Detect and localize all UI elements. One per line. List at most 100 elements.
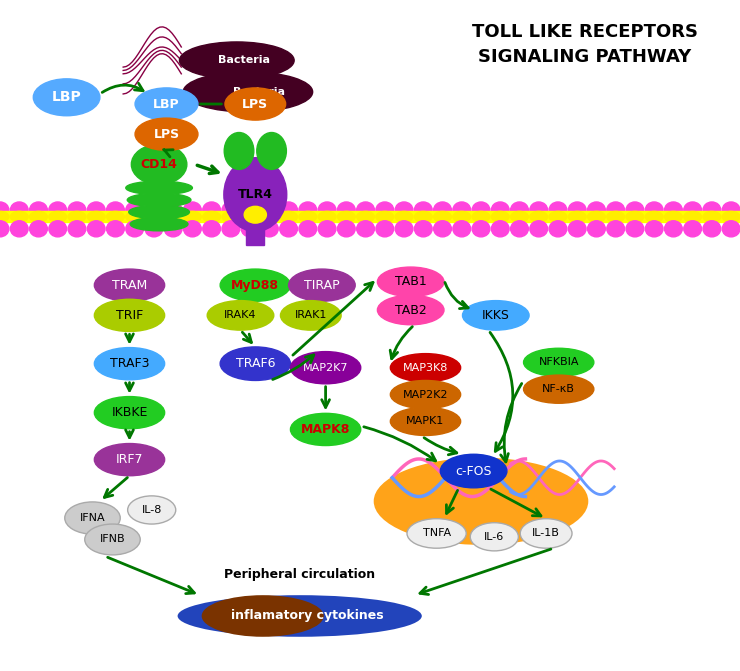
Circle shape — [568, 221, 586, 237]
Text: IL-6: IL-6 — [484, 532, 505, 541]
Circle shape — [10, 221, 28, 237]
Circle shape — [337, 202, 355, 218]
Text: TAB1: TAB1 — [395, 275, 426, 289]
Ellipse shape — [178, 595, 422, 637]
Text: Bacteria: Bacteria — [233, 87, 285, 97]
Circle shape — [472, 202, 490, 218]
Ellipse shape — [10, 211, 28, 222]
Ellipse shape — [207, 301, 274, 330]
Ellipse shape — [520, 519, 572, 548]
Circle shape — [645, 202, 663, 218]
Ellipse shape — [524, 375, 594, 403]
Circle shape — [684, 202, 702, 218]
Ellipse shape — [665, 211, 682, 222]
Ellipse shape — [472, 211, 490, 222]
Circle shape — [665, 202, 682, 218]
Ellipse shape — [289, 269, 355, 301]
Circle shape — [453, 202, 471, 218]
Ellipse shape — [203, 211, 221, 222]
Ellipse shape — [127, 496, 176, 524]
Text: IL-8: IL-8 — [141, 505, 162, 515]
Text: IL-1B: IL-1B — [532, 529, 560, 538]
Ellipse shape — [395, 211, 413, 222]
Ellipse shape — [33, 79, 100, 115]
Ellipse shape — [291, 413, 361, 446]
Ellipse shape — [184, 72, 312, 112]
Circle shape — [299, 221, 317, 237]
Ellipse shape — [30, 211, 47, 222]
Ellipse shape — [260, 211, 278, 222]
Ellipse shape — [626, 211, 644, 222]
Ellipse shape — [224, 133, 254, 170]
Ellipse shape — [222, 211, 240, 222]
Ellipse shape — [95, 299, 165, 331]
Text: IFNA: IFNA — [80, 513, 105, 523]
Text: LBP: LBP — [52, 91, 81, 104]
Text: TIRAP: TIRAP — [304, 278, 340, 292]
Circle shape — [665, 221, 682, 237]
Ellipse shape — [127, 193, 191, 207]
Circle shape — [511, 221, 528, 237]
Circle shape — [126, 202, 144, 218]
Text: TOLL LIKE RECEPTORS
SIGNALING PATHWAY: TOLL LIKE RECEPTORS SIGNALING PATHWAY — [471, 23, 698, 66]
Ellipse shape — [568, 211, 586, 222]
Text: TRIF: TRIF — [116, 309, 143, 322]
Ellipse shape — [280, 301, 341, 330]
Ellipse shape — [49, 211, 67, 222]
Ellipse shape — [291, 352, 361, 384]
Text: IRAK4: IRAK4 — [224, 311, 257, 320]
Circle shape — [376, 202, 394, 218]
Circle shape — [222, 202, 240, 218]
Ellipse shape — [530, 211, 548, 222]
Ellipse shape — [453, 211, 471, 222]
Ellipse shape — [132, 144, 186, 185]
Text: c-FOS: c-FOS — [455, 464, 492, 478]
Circle shape — [357, 221, 374, 237]
Text: MAP2K2: MAP2K2 — [403, 390, 448, 399]
Ellipse shape — [221, 347, 290, 380]
Ellipse shape — [376, 211, 394, 222]
Ellipse shape — [337, 211, 355, 222]
Ellipse shape — [244, 207, 266, 223]
Ellipse shape — [85, 524, 141, 555]
Ellipse shape — [95, 348, 165, 380]
Circle shape — [607, 221, 625, 237]
Circle shape — [414, 221, 432, 237]
Circle shape — [453, 221, 471, 237]
Ellipse shape — [471, 523, 518, 551]
Circle shape — [203, 202, 221, 218]
Ellipse shape — [241, 211, 259, 222]
Ellipse shape — [87, 211, 105, 222]
Ellipse shape — [588, 211, 605, 222]
Circle shape — [337, 221, 355, 237]
Circle shape — [145, 202, 163, 218]
Circle shape — [684, 221, 702, 237]
Circle shape — [184, 202, 201, 218]
Text: inflamatory cytokines: inflamatory cytokines — [231, 609, 383, 623]
Circle shape — [491, 221, 509, 237]
Circle shape — [722, 202, 740, 218]
Text: NF-κB: NF-κB — [542, 384, 575, 394]
Circle shape — [703, 221, 721, 237]
Ellipse shape — [374, 458, 588, 545]
Ellipse shape — [434, 211, 451, 222]
Circle shape — [49, 221, 67, 237]
Ellipse shape — [391, 407, 460, 435]
Text: MAP2K7: MAP2K7 — [303, 363, 349, 372]
Ellipse shape — [549, 211, 567, 222]
Text: TNFA: TNFA — [423, 529, 451, 538]
Ellipse shape — [68, 211, 86, 222]
Circle shape — [414, 202, 432, 218]
Circle shape — [280, 202, 297, 218]
Ellipse shape — [223, 158, 287, 231]
Bar — [246, 211, 264, 245]
Circle shape — [434, 202, 451, 218]
Ellipse shape — [280, 211, 297, 222]
Circle shape — [0, 202, 9, 218]
Ellipse shape — [462, 301, 529, 330]
Circle shape — [376, 221, 394, 237]
Ellipse shape — [145, 211, 163, 222]
Circle shape — [703, 202, 721, 218]
Ellipse shape — [130, 217, 188, 231]
Ellipse shape — [645, 211, 663, 222]
